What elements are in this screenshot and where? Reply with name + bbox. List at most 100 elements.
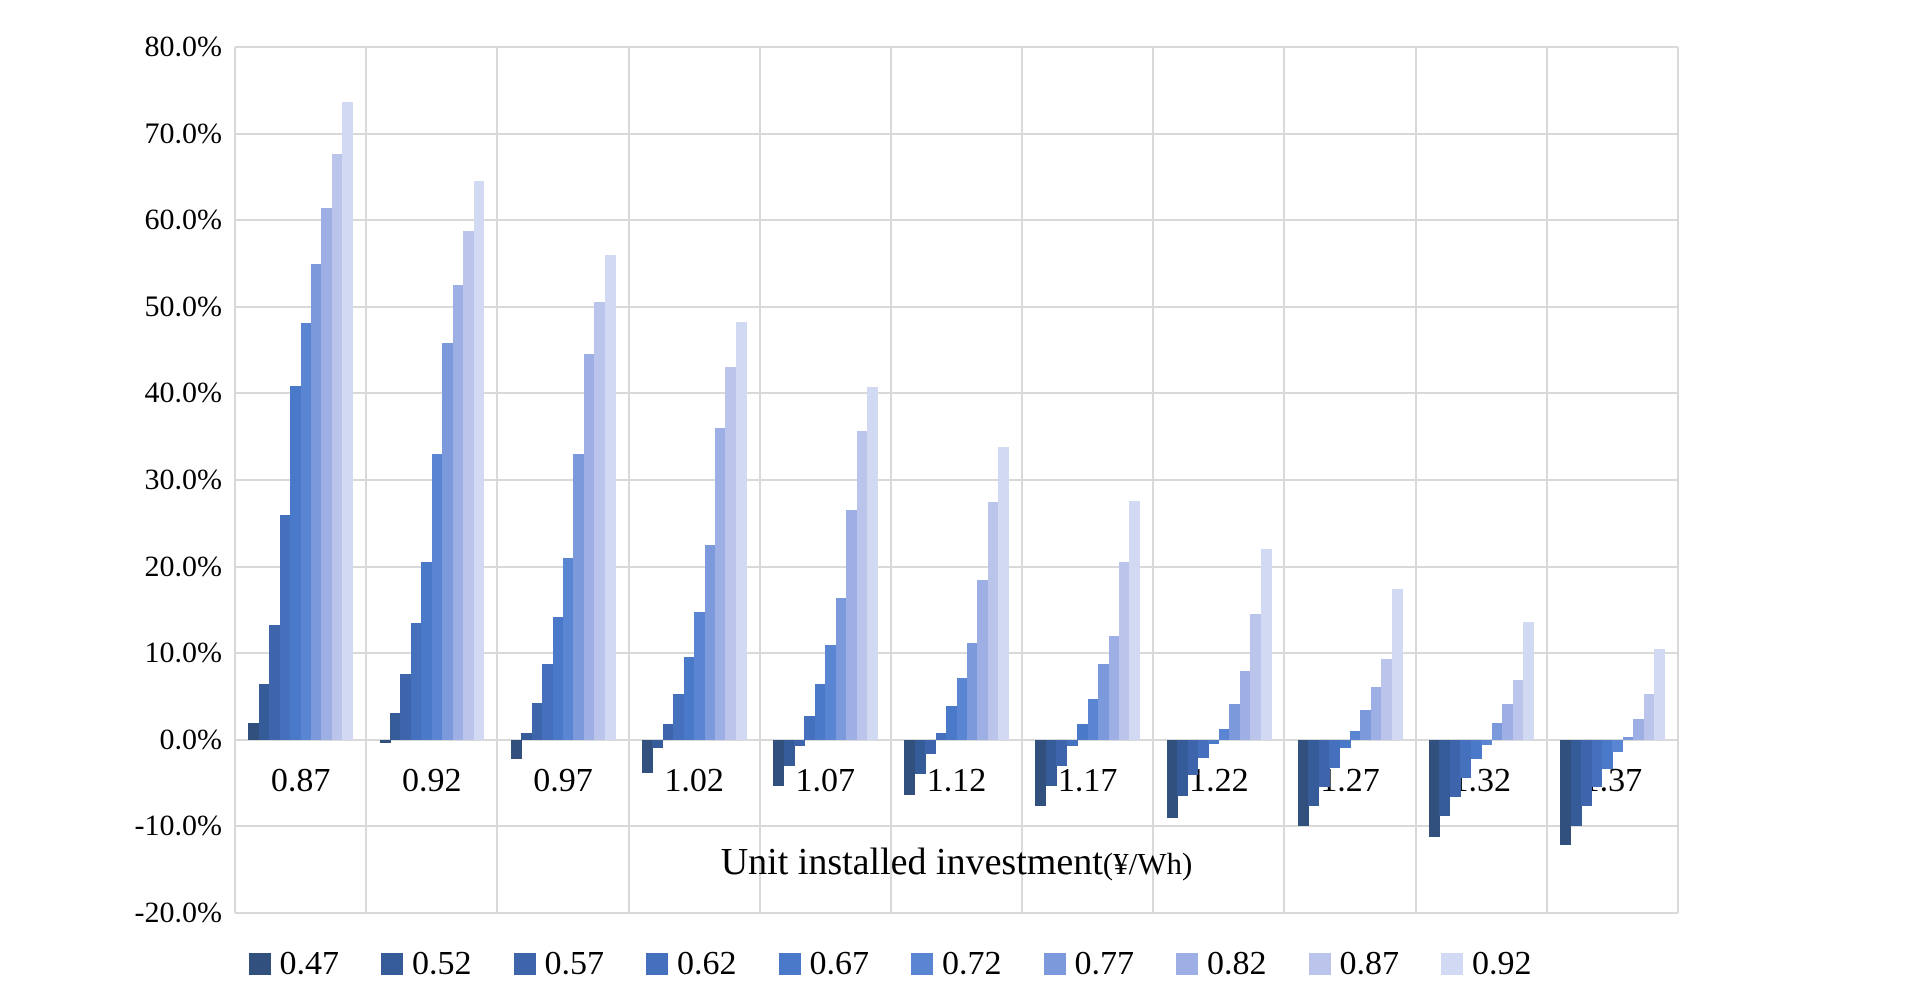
bar-series-0.57-cat-1.27 [1318,739,1330,788]
legend-label: 0.87 [1339,945,1400,982]
bar-series-0.92-cat-0.92 [473,181,485,740]
bar-series-0.67-cat-0.87 [290,386,302,740]
bar-series-0.52-cat-1.17 [1045,739,1057,786]
x-axis-title: Unit installed investment(¥/Wh) [235,840,1678,886]
legend-item-0.72: 0.72 [911,946,1002,982]
bar-series-0.77-cat-1.02 [704,544,716,740]
h-gridline [235,46,1678,48]
bar-series-0.67-cat-1.12 [946,706,957,740]
v-gridline [627,47,630,913]
bar-series-0.67-cat-1.02 [683,656,695,740]
h-gridline [235,479,1678,481]
bar-series-0.67-cat-1.27 [1339,739,1351,749]
bar-series-0.52-cat-1.37 [1570,739,1582,826]
h-gridline [235,219,1678,222]
bar-series-0.67-cat-0.92 [421,562,433,740]
bar-series-0.62-cat-1.27 [1329,739,1341,768]
bar-series-0.57-cat-1.22 [1187,739,1199,776]
legend-swatch-icon [513,953,536,975]
legend-label: 0.72 [942,945,1002,982]
bar-series-0.77-cat-1.12 [966,642,978,740]
h-gridline [235,132,1678,135]
v-gridline [758,47,761,913]
bar-series-0.87-cat-1.07 [856,430,868,740]
bar-series-0.62-cat-1.17 [1066,739,1078,746]
bar-series-0.57-cat-0.87 [269,625,281,740]
bar-series-0.82-cat-1.02 [715,428,726,740]
v-gridline [1021,47,1024,913]
bar-series-0.72-cat-1.02 [694,611,706,740]
bar-series-0.52-cat-1.27 [1308,739,1320,806]
v-gridline [1414,47,1417,913]
bar-series-0.62-cat-1.12 [935,732,947,740]
bar-series-0.87-cat-1.27 [1381,659,1393,740]
bar-series-0.72-cat-1.37 [1612,739,1624,752]
legend-swatch-icon [911,953,933,975]
x-category-label: 0.97 [533,762,593,799]
x-axis-title-unit: (¥/Wh) [1102,846,1193,881]
bar-series-0.47-cat-0.87 [248,723,260,740]
y-tick-label: -20.0% [134,896,222,929]
bar-series-0.87-cat-0.92 [463,230,475,740]
bar-series-0.87-cat-1.17 [1118,562,1130,740]
y-tick-label: 30.0% [144,463,223,496]
x-category-label: 1.12 [926,762,987,799]
x-category-label: 0.87 [270,762,331,799]
x-category-label: 1.17 [1057,762,1118,799]
bar-series-0.92-cat-1.27 [1391,589,1403,740]
v-gridline [1545,47,1548,913]
bar-series-0.72-cat-1.12 [956,678,968,740]
bar-series-0.47-cat-1.07 [773,739,785,786]
bar-series-0.67-cat-1.32 [1470,739,1482,759]
bar-series-0.47-cat-1.02 [641,739,653,773]
bar-series-0.67-cat-0.97 [552,616,564,740]
v-gridline [1152,47,1155,913]
bar-series-0.47-cat-1.22 [1166,739,1178,818]
v-gridline [889,47,892,913]
bar-series-0.67-cat-1.37 [1601,739,1613,770]
y-tick-label: 20.0% [144,549,223,583]
legend-label: 0.92 [1472,945,1532,982]
legend-label: 0.47 [279,945,340,982]
bar-series-0.92-cat-1.22 [1260,549,1272,740]
bar-series-0.67-cat-1.07 [814,684,826,740]
legend-item-0.87: 0.87 [1308,945,1400,982]
bar-series-0.47-cat-1.37 [1560,739,1572,846]
y-tick-label: 50.0% [144,289,223,323]
bar-series-0.67-cat-1.17 [1077,724,1089,740]
x-category-label: 1.07 [795,762,856,799]
bar-series-0.92-cat-1.07 [867,387,878,740]
bar-series-0.82-cat-1.12 [977,579,989,740]
bar-series-0.72-cat-1.17 [1087,699,1099,740]
bar-series-0.82-cat-0.87 [321,208,333,740]
bar-series-0.72-cat-1.32 [1481,739,1493,745]
legend-swatch-icon [1441,953,1463,975]
bar-series-0.72-cat-0.92 [431,454,443,740]
bar-series-0.92-cat-1.12 [998,447,1010,740]
legend-item-0.77: 0.77 [1043,946,1134,982]
bar-series-0.52-cat-1.07 [783,739,795,766]
bar-series-0.77-cat-0.97 [573,454,585,740]
y-tick-label: 10.0% [144,636,223,670]
bar-series-0.77-cat-1.37 [1622,737,1634,740]
bar-series-0.92-cat-1.37 [1654,648,1666,740]
bar-series-0.92-cat-0.87 [342,101,354,740]
bar-series-0.87-cat-1.12 [987,501,999,740]
bar-series-0.77-cat-0.92 [442,343,454,740]
y-tick-label: 40.0% [144,376,223,410]
bar-series-0.52-cat-1.22 [1177,739,1189,797]
v-gridline [234,47,236,913]
y-tick-label: 70.0% [144,116,223,150]
bar-series-0.52-cat-1.32 [1439,739,1451,816]
x-category-label: 1.22 [1189,762,1249,799]
bar-series-0.62-cat-0.97 [542,664,554,740]
bar-series-0.72-cat-1.27 [1350,731,1361,740]
bar-series-0.47-cat-0.97 [510,739,522,759]
bar-series-0.82-cat-1.27 [1370,686,1382,740]
h-gridline [235,392,1678,395]
bar-series-0.57-cat-1.32 [1449,739,1461,797]
bar-series-0.47-cat-1.27 [1297,739,1309,826]
legend-item-0.57: 0.57 [513,946,604,982]
x-axis-title-main: Unit installed investment [720,841,1103,883]
